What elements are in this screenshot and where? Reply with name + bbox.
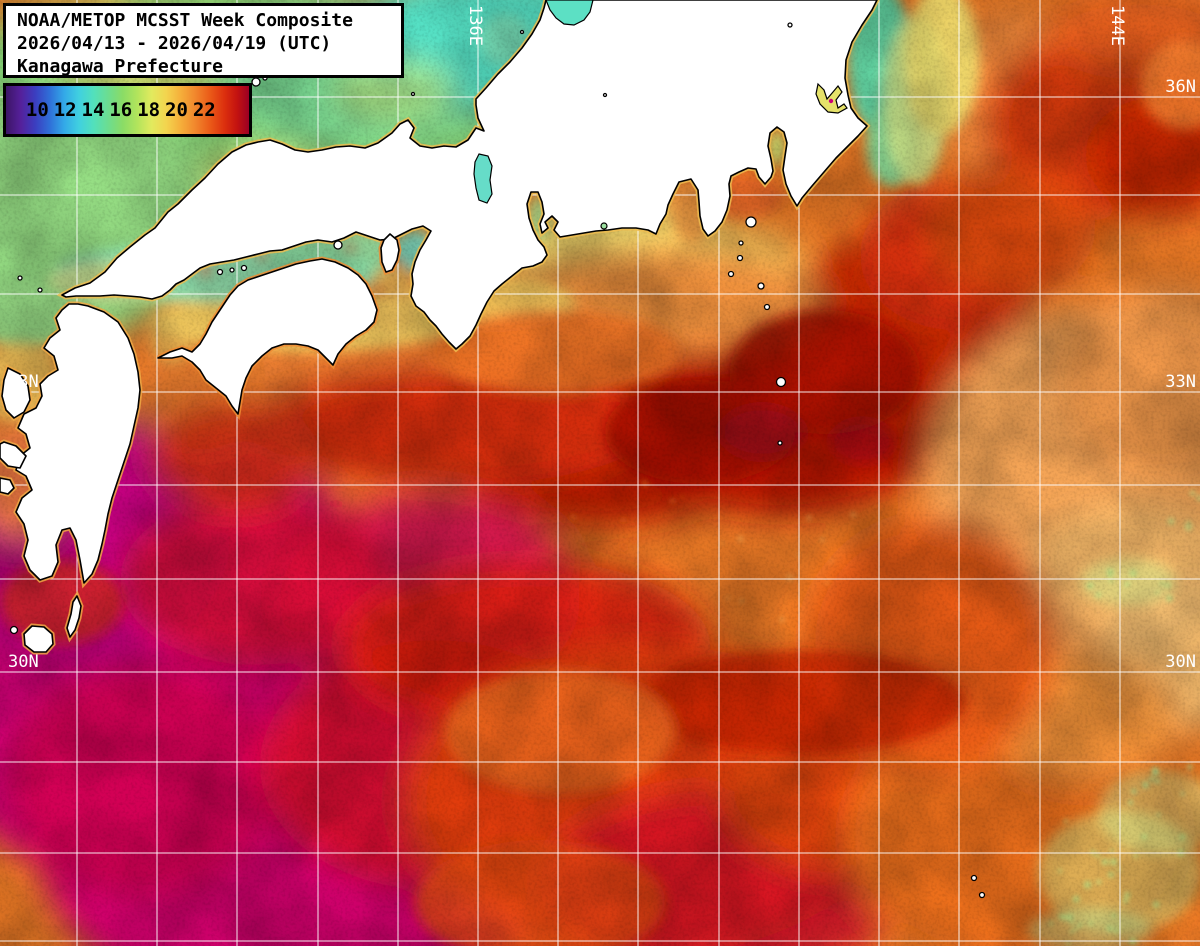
- colorbar-tick-18: 18: [137, 99, 161, 121]
- land-layer: [0, 0, 986, 899]
- map-region-subtitle: Kanagawa Prefecture: [17, 56, 223, 77]
- colorbar-tick-10: 10: [25, 99, 49, 121]
- colorbar-tick-12: 12: [53, 99, 77, 121]
- island-14: [229, 267, 235, 273]
- land-tanegashima: [66, 595, 82, 638]
- island-13: [216, 268, 224, 276]
- island-3: [727, 270, 735, 278]
- land-yakushima: [23, 625, 54, 653]
- kasumigaura-hotspot: [828, 98, 834, 104]
- island-1: [738, 240, 744, 246]
- island-8: [970, 874, 978, 882]
- grid-labels: 136E 144E 36N 33N 33N 30N 30N: [8, 5, 1196, 672]
- island-22: [787, 22, 793, 28]
- island-6: [775, 376, 787, 388]
- island-15: [240, 264, 248, 272]
- land-shikoku: [157, 258, 378, 415]
- map-date-range: 2026/04/13 - 2026/04/19 (UTC): [17, 33, 332, 54]
- parallel-label-33N-right: 33N: [1165, 372, 1196, 392]
- land-amakusa-1: [0, 441, 27, 469]
- lake-biwa: [473, 153, 493, 204]
- island-20: [37, 287, 43, 293]
- island-4: [757, 282, 765, 290]
- island-10: [251, 77, 261, 87]
- island-9: [978, 891, 986, 899]
- land-amakusa-2: [0, 477, 15, 495]
- island-16: [9, 625, 19, 635]
- colorbar-tick-20: 20: [165, 99, 188, 121]
- lake-kasumigaura: [815, 82, 848, 114]
- temperature-colorbar: 10 12 14 16 18 20 22: [3, 83, 252, 137]
- map-title-box: NOAA/METOP MCSST Week Composite 2026/04/…: [3, 3, 404, 78]
- inland-water-layer: [473, 0, 848, 230]
- land-kyushu: [15, 303, 141, 584]
- island-5: [763, 303, 771, 311]
- parallel-label-30N-left: 30N: [8, 652, 39, 672]
- map-title: NOAA/METOP MCSST Week Composite: [17, 10, 353, 31]
- lake-hamana: [600, 222, 608, 230]
- toyama-bay: [545, 0, 594, 26]
- island-2: [736, 254, 744, 262]
- land-awaji-island: [380, 233, 400, 273]
- island-17: [519, 29, 525, 35]
- island-12: [333, 240, 343, 250]
- land-honshu: [61, 0, 878, 350]
- parallel-label-33N-left: 33N: [8, 372, 39, 392]
- colorbar-gradient: [6, 86, 249, 134]
- meridian-label-136E: 136E: [465, 5, 485, 46]
- colorbar-tick-22: 22: [192, 99, 216, 121]
- parallel-label-30N-right: 30N: [1165, 652, 1196, 672]
- meridian-label-144E: 144E: [1107, 5, 1127, 46]
- colorbar-tick-16: 16: [109, 99, 133, 121]
- island-7: [777, 440, 783, 446]
- land-shimabara-peninsula: [1, 367, 31, 419]
- island-18: [410, 91, 416, 97]
- island-19: [17, 275, 23, 281]
- parallel-label-36N-right: 36N: [1165, 77, 1196, 97]
- colorbar-tick-14: 14: [81, 99, 105, 121]
- island-0: [745, 216, 757, 228]
- island-21: [602, 92, 608, 98]
